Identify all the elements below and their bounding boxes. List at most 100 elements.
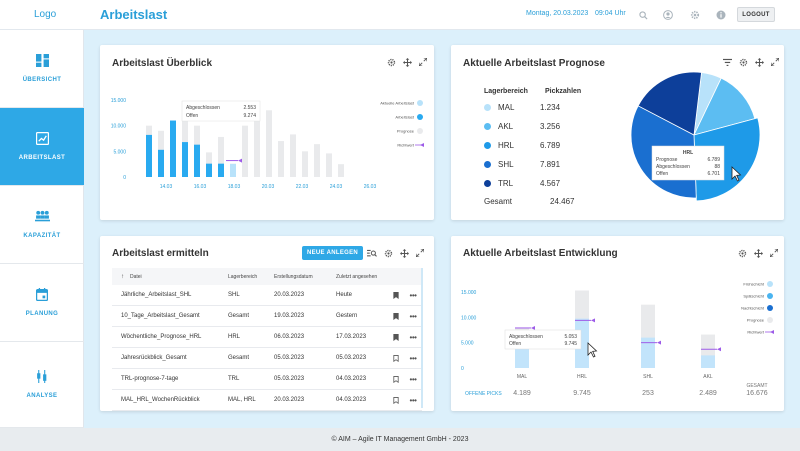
bookmark-icon[interactable] — [388, 291, 404, 299]
sidebar-item-uebersicht[interactable]: ÜBERSICHT — [0, 30, 84, 108]
offene-picks-value: 2.489 — [699, 390, 717, 397]
table-row[interactable]: Wöchentliche_Prognose_HRL HRL 06.03.2023 17… — [112, 327, 422, 348]
table-row[interactable]: 10_Tage_Arbeitslast_Gesamt Gesamt 19.03.20… — [112, 306, 422, 327]
bar-arbeitslast[interactable] — [206, 163, 212, 177]
table-row[interactable]: TRL-prognose-7-tage TRL 05.03.2023 04.03.20… — [112, 369, 422, 390]
more-options-icon[interactable]: ••• — [409, 290, 417, 300]
user-icon[interactable] — [662, 9, 674, 21]
chart-tooltip — [504, 329, 582, 350]
file-name[interactable]: Jahresrückblick_Gesamt — [121, 355, 187, 361]
file-created: 06.03.2023 — [274, 334, 305, 340]
richtwert-marker — [591, 318, 595, 323]
expand-icon[interactable] — [769, 248, 779, 258]
current-date: Montag, 20.03.2023 — [526, 10, 589, 17]
pie-slice-trl[interactable] — [637, 71, 702, 136]
info-icon[interactable] — [715, 9, 727, 21]
pick-count: 1.234 — [540, 103, 561, 112]
bar-aktuelle-arbeitslast[interactable] — [230, 163, 236, 177]
new-entry-button[interactable]: NEUE ANLEGEN — [302, 246, 363, 260]
more-options-icon[interactable]: ••• — [409, 332, 417, 342]
move-icon[interactable] — [753, 248, 763, 258]
table-row[interactable]: Jährliche_Arbeitslast_SHL SHL 20.03.2023 He… — [112, 285, 422, 306]
card-toolbar — [722, 57, 780, 67]
logo[interactable]: Logo — [34, 9, 57, 20]
bar-arbeitslast[interactable] — [182, 142, 188, 177]
column-header-viewed[interactable]: Zuletzt angesehen — [336, 273, 378, 280]
bar-prognose[interactable] — [218, 136, 224, 177]
sidebar-item-arbeitslast[interactable]: ARBEITSLAST — [0, 108, 84, 186]
bar-prognose[interactable] — [242, 125, 248, 177]
expand-icon[interactable] — [418, 57, 428, 67]
bookmark-icon[interactable] — [388, 375, 404, 383]
pick-count: 7.891 — [540, 160, 561, 169]
bar-arbeitslast[interactable] — [170, 120, 176, 177]
sidebar-item-label: PLANUNG — [25, 311, 59, 317]
move-icon[interactable] — [399, 248, 409, 258]
sort-arrow-icon[interactable]: ↑ — [121, 273, 124, 280]
gear-icon[interactable] — [737, 248, 747, 258]
file-name[interactable]: 10_Tage_Arbeitslast_Gesamt — [121, 313, 200, 319]
table-row[interactable]: Jahresrückblick_Gesamt Gesamt 05.03.2023 05… — [112, 348, 422, 369]
legend-dot — [417, 114, 423, 120]
column-header-area[interactable]: Lagerbereich — [228, 273, 258, 280]
overview-card: Arbeitslast Überblick 15.000 10.000 5.000 0… — [100, 45, 434, 220]
bar-prognose[interactable] — [290, 134, 296, 177]
sidebar-item-planung[interactable]: PLANUNG — [0, 264, 84, 342]
sidebar-item-analyse[interactable]: ANALYSE — [0, 342, 84, 428]
bar-arbeitslast[interactable] — [146, 134, 152, 177]
table-scrollbar[interactable] — [421, 268, 423, 408]
bar-abgeschlossen[interactable] — [641, 337, 655, 368]
forecast-row: MAL 1.234 — [484, 103, 560, 112]
bar-prognose[interactable] — [338, 164, 344, 177]
file-name[interactable]: MAL_HRL_WochenRückblick — [121, 397, 200, 403]
file-name[interactable]: Wöchentliche_Prognose_HRL — [121, 334, 202, 340]
forecast-pie-chart: HRL Prognose 6.789 Abgeschlossen 88 Offen 6.70… — [630, 71, 761, 202]
bar-arbeitslast[interactable] — [194, 144, 200, 177]
table-row[interactable]: MAL_HRL_WochenRückblick MAL, HRL 20.03.202… — [112, 390, 422, 411]
bar-prognose[interactable] — [302, 151, 308, 177]
more-options-icon[interactable]: ••• — [409, 353, 417, 363]
bookmark-icon[interactable] — [388, 396, 404, 404]
file-name[interactable]: Jährliche_Arbeitslast_SHL — [121, 292, 192, 298]
pie-slice-akl[interactable] — [693, 77, 756, 136]
bar-arbeitslast[interactable] — [218, 163, 224, 177]
gear-icon[interactable] — [738, 57, 748, 67]
bar-prognose[interactable] — [314, 144, 320, 177]
search-icon[interactable] — [637, 9, 649, 21]
sidebar-item-kapazitaet[interactable]: KAPAZITÄT — [0, 186, 84, 264]
gear-icon[interactable] — [386, 57, 396, 67]
expand-icon[interactable] — [770, 57, 780, 67]
filter-icon[interactable] — [722, 57, 732, 67]
bar-prognose[interactable] — [266, 110, 272, 177]
gear-icon[interactable] — [383, 248, 393, 258]
bar-prognose[interactable] — [278, 141, 284, 177]
y-tick-label: 5.000 — [113, 149, 126, 155]
x-tick-label: 26.03 — [364, 184, 377, 190]
bookmark-icon[interactable] — [388, 333, 404, 341]
column-header-created[interactable]: Erstellungsdatum — [274, 273, 313, 280]
gesamt-label: GESAMT — [746, 383, 767, 389]
offene-picks-value: 253 — [642, 390, 654, 397]
bar-prognose[interactable] — [326, 153, 332, 177]
bar-abgeschlossen[interactable] — [701, 355, 715, 368]
more-options-icon[interactable]: ••• — [409, 311, 417, 321]
column-header-file[interactable]: ↑ Datei — [121, 273, 142, 280]
total-value: 24.467 — [550, 197, 575, 206]
bookmark-icon[interactable] — [388, 354, 404, 362]
list-search-icon[interactable] — [367, 248, 377, 258]
pie-tooltip — [651, 145, 725, 181]
bar-prognose[interactable] — [254, 115, 260, 177]
logout-button[interactable]: LOGOUT — [737, 7, 775, 22]
expand-icon[interactable] — [415, 248, 425, 258]
file-name[interactable]: TRL-prognose-7-tage — [121, 376, 179, 382]
card-title: Aktuelle Arbeitslast Entwicklung — [463, 248, 618, 259]
bar-arbeitslast[interactable] — [158, 149, 164, 177]
tooltip-value: 88 — [714, 164, 720, 170]
more-options-icon[interactable]: ••• — [409, 395, 417, 405]
move-icon[interactable] — [754, 57, 764, 67]
card-toolbar — [386, 57, 428, 67]
more-options-icon[interactable]: ••• — [409, 374, 417, 384]
bookmark-icon[interactable] — [388, 312, 404, 320]
gear-icon[interactable] — [689, 9, 701, 21]
move-icon[interactable] — [402, 57, 412, 67]
